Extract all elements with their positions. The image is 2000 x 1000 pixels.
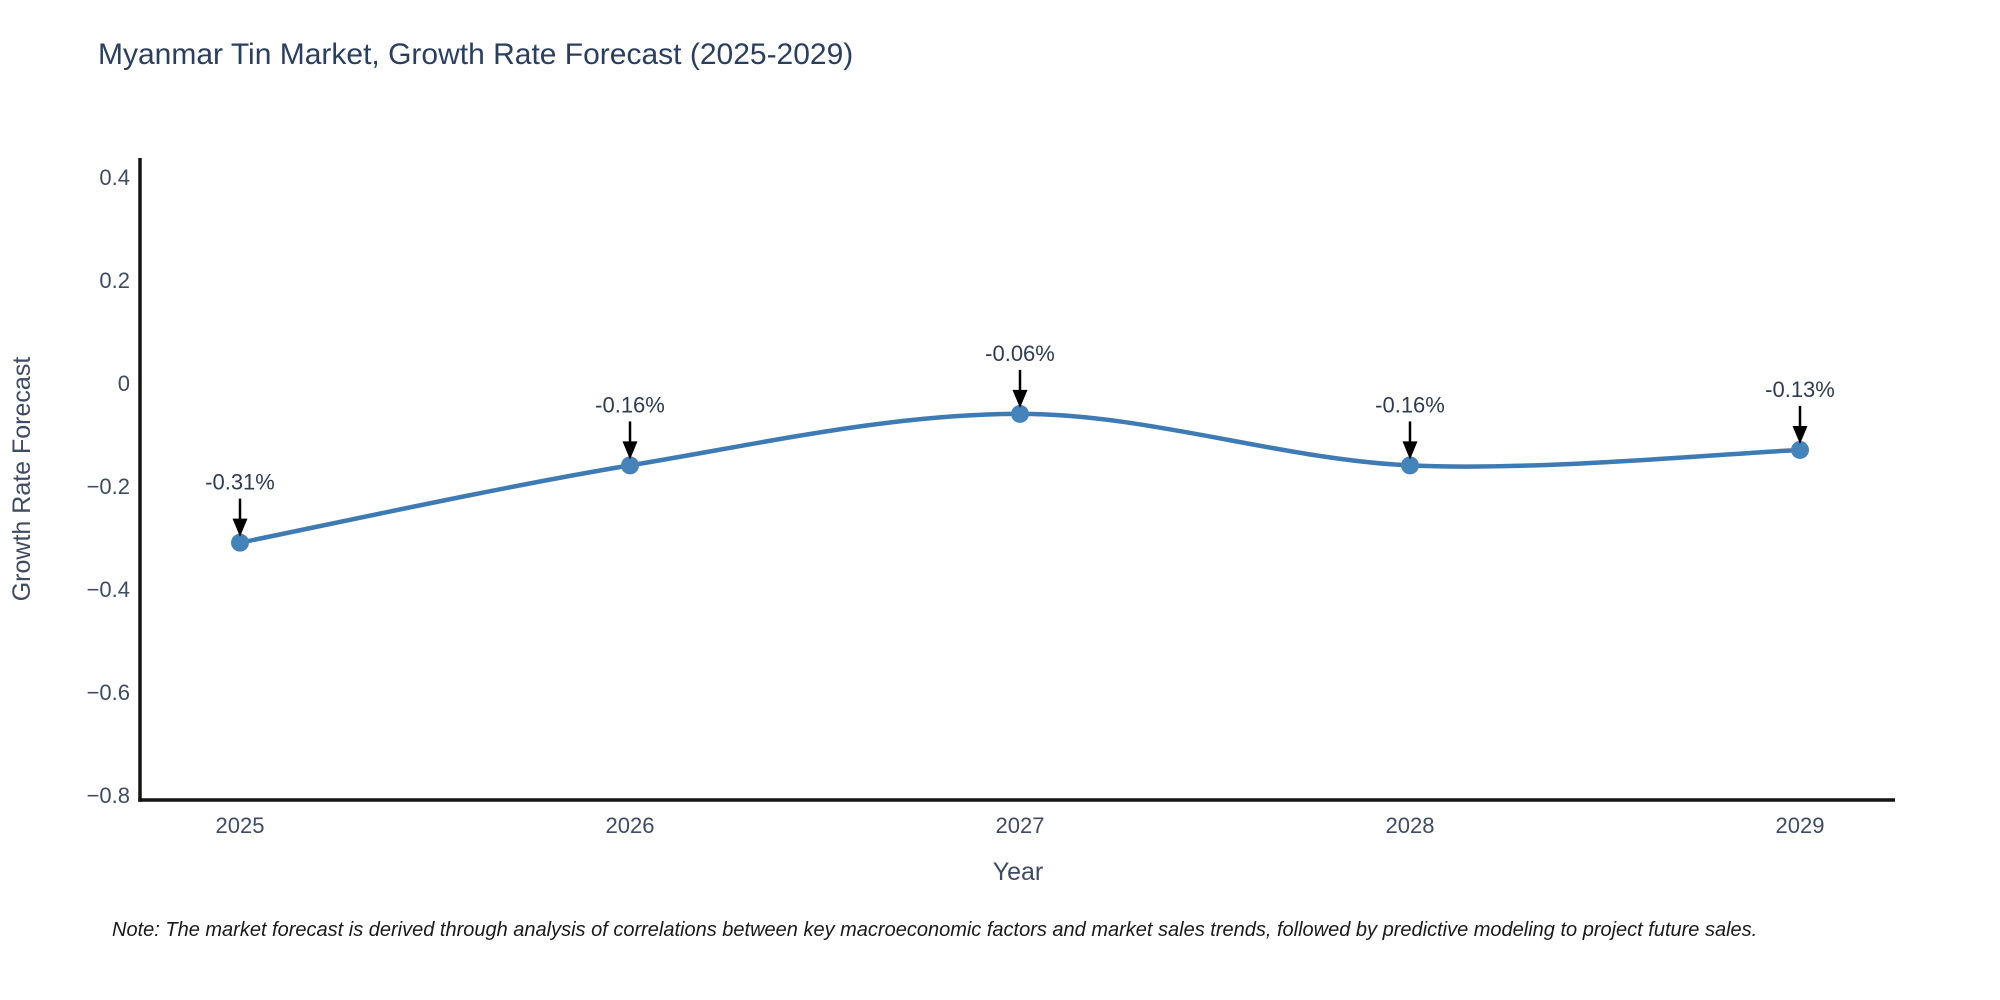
data-point-marker[interactable] bbox=[1401, 456, 1419, 475]
point-value-label: -0.13% bbox=[1765, 377, 1835, 402]
y-tick-label: 0.4 bbox=[99, 165, 130, 190]
data-point-marker[interactable] bbox=[621, 456, 639, 475]
annotation-layer: -0.31% -0.16% -0.06% -0.16% -0.13% bbox=[205, 341, 1835, 537]
axes-layer: 0.4 0.2 0 −0.2 −0.4 −0.6 −0.8 2025 2026 2027 2028 2… bbox=[87, 158, 1895, 838]
data-point-marker[interactable] bbox=[1011, 404, 1029, 423]
y-tick-label: −0.4 bbox=[87, 577, 130, 602]
y-tick-label: 0.2 bbox=[99, 268, 130, 293]
data-point-marker[interactable] bbox=[231, 533, 249, 552]
x-tick-label: 2025 bbox=[216, 813, 265, 838]
x-tick-label: 2027 bbox=[996, 813, 1045, 838]
chart-title: Myanmar Tin Market, Growth Rate Forecast… bbox=[98, 38, 854, 71]
footnote: Note: The market forecast is derived thr… bbox=[112, 919, 1758, 941]
x-tick-label: 2028 bbox=[1386, 813, 1435, 838]
y-tick-label: 0 bbox=[118, 371, 130, 396]
y-tick-label: −0.8 bbox=[87, 783, 130, 808]
annotation-arrowhead bbox=[232, 518, 248, 537]
x-tick-label: 2026 bbox=[606, 813, 655, 838]
x-tick-label: 2029 bbox=[1776, 813, 1825, 838]
annotation-arrowhead bbox=[1792, 425, 1808, 444]
x-axis-title: Year bbox=[993, 858, 1044, 886]
point-value-label: -0.31% bbox=[205, 470, 275, 495]
y-axis-title: Growth Rate Forecast bbox=[8, 357, 36, 602]
y-tick-label: −0.6 bbox=[87, 680, 130, 705]
series-layer bbox=[231, 404, 1809, 552]
annotation-arrowhead bbox=[1402, 441, 1418, 460]
point-value-label: -0.16% bbox=[595, 392, 665, 417]
y-tick-label: −0.2 bbox=[87, 474, 130, 499]
data-point-marker[interactable] bbox=[1791, 440, 1809, 459]
annotation-arrowhead bbox=[1012, 389, 1028, 408]
point-value-label: -0.06% bbox=[985, 341, 1055, 366]
forecast-line bbox=[237, 411, 1803, 545]
point-value-label: -0.16% bbox=[1375, 392, 1445, 417]
annotation-arrowhead bbox=[622, 441, 638, 460]
